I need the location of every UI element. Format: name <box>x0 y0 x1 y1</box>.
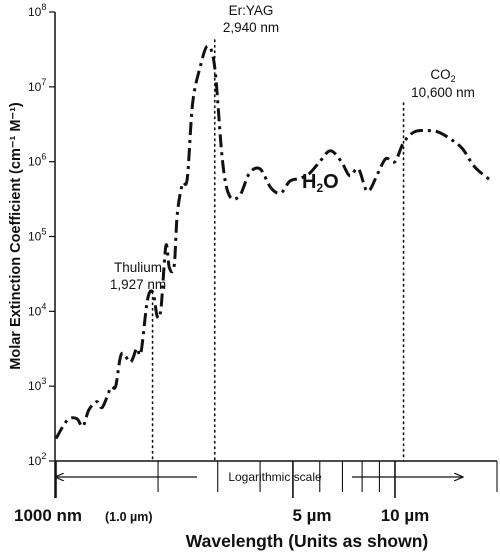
annotation-co2-formula: CO <box>430 67 450 82</box>
x-label-1000nm: 1000 nm <box>14 506 82 525</box>
y-tick-label-0: 102 <box>28 451 46 468</box>
absorption-curve <box>54 44 493 440</box>
annotation-thulium-wavelength: 1,927 nm <box>110 277 166 292</box>
y-axis-title: Molar Extinction Coefficient (cm⁻¹ M⁻¹) <box>8 102 24 370</box>
y-tick-exp-6: 8 <box>41 2 46 12</box>
y-tick-base-2: 10 <box>28 304 42 318</box>
y-tick-base-4: 10 <box>28 155 42 169</box>
x-label-1um: (1.0 µm) <box>105 510 153 524</box>
water-label-o: O <box>323 171 339 193</box>
y-tick-exp-2: 4 <box>41 301 46 311</box>
annotation-co2: CO2 10,600 nm <box>411 67 475 100</box>
log-scale-indicator: Logarithmic scale <box>56 470 463 484</box>
annotation-eryag: Er:YAG 2,940 nm <box>223 3 279 35</box>
water-label-h: H <box>302 171 316 193</box>
y-tick-label-1: 103 <box>28 376 46 393</box>
annotation-thulium-name: Thulium <box>114 260 162 275</box>
y-tick-label-4: 106 <box>28 152 46 169</box>
y-tick-exp-0: 2 <box>41 451 46 461</box>
y-tick-label-5: 107 <box>28 77 46 94</box>
y-tick-exp-5: 7 <box>41 77 46 87</box>
x-label-5um: 5 µm <box>292 506 331 525</box>
annotation-co2-name: CO2 <box>430 67 455 84</box>
annotation-co2-wavelength: 10,600 nm <box>411 85 475 100</box>
y-tick-exp-1: 3 <box>41 376 46 386</box>
y-tick-exp-3: 5 <box>41 227 46 237</box>
annotation-guides <box>151 39 405 462</box>
log-scale-label: Logarithmic scale <box>228 470 322 484</box>
annotation-thulium: Thulium 1,927 nm <box>110 260 166 292</box>
y-tick-base-3: 10 <box>28 230 42 244</box>
annotation-eryag-wavelength: 2,940 nm <box>223 20 279 35</box>
y-tick-label-2: 104 <box>28 301 46 318</box>
y-tick-base-6: 10 <box>28 5 42 19</box>
y-tick-base-0: 10 <box>28 454 42 468</box>
annotation-eryag-name: Er:YAG <box>229 3 274 18</box>
y-tick-base-1: 10 <box>28 379 42 393</box>
water-label: H2O <box>302 171 339 195</box>
water-label-subscript: 2 <box>316 181 323 195</box>
y-tick-label-3: 105 <box>28 227 46 244</box>
x-label-10um: 10 µm <box>381 506 430 525</box>
y-tick-base-5: 10 <box>28 80 42 94</box>
y-tick-label-6: 108 <box>28 2 46 19</box>
annotation-co2-subscript: 2 <box>451 74 456 84</box>
y-tick-exp-4: 6 <box>41 152 46 162</box>
x-axis-title: Wavelength (Units as shown) <box>186 531 428 551</box>
